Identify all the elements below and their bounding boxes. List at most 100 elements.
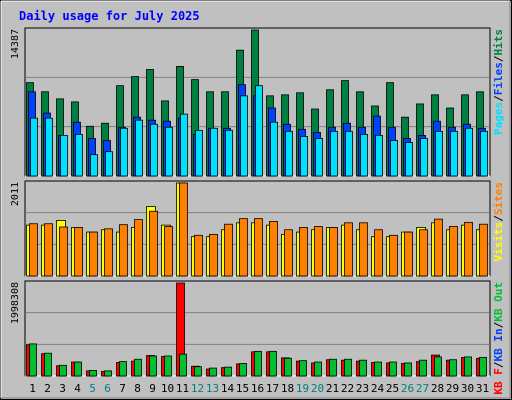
x-tick-label-day-10: 10 xyxy=(161,382,174,395)
x-tick-label-day-11: 11 xyxy=(176,382,189,395)
bar-kb-out-day-16 xyxy=(254,350,262,377)
bar-pages-day-1 xyxy=(30,117,38,177)
bar-pages-day-10 xyxy=(165,126,173,177)
bar-kb-out-day-24 xyxy=(374,361,382,377)
bar-pages-day-15 xyxy=(240,95,248,177)
bar-kb-out-day-27 xyxy=(419,359,427,377)
bar-kb-out-day-12 xyxy=(194,366,202,377)
bar-pages-day-2 xyxy=(45,117,53,177)
bar-kb-out-day-13 xyxy=(209,367,217,377)
bar-sites-day-23 xyxy=(359,222,368,277)
bar-pages-day-11 xyxy=(180,113,188,177)
bar-pages-day-25 xyxy=(390,140,398,177)
legend-hits-files-pages: Pages/Files/Hits xyxy=(492,29,505,135)
x-tick-label-day-31: 31 xyxy=(476,382,489,395)
x-tick-label-day-29: 29 xyxy=(446,382,459,395)
bar-pages-day-6 xyxy=(105,151,113,177)
panel-visits-sites: 2011 Visits/Sites xyxy=(10,180,505,277)
legend-entry: Pages xyxy=(492,102,505,135)
bar-pages-day-27 xyxy=(420,138,428,177)
bar-kb-out-day-18 xyxy=(284,357,292,377)
bar-kb-out-day-2 xyxy=(44,352,52,377)
x-tick-label-day-3: 3 xyxy=(59,382,66,395)
bar-pages-day-7 xyxy=(120,127,128,177)
bar-pages-day-29 xyxy=(450,130,458,177)
x-tick-label-day-12: 12 xyxy=(191,382,204,395)
bar-pages-day-12 xyxy=(195,129,203,177)
bar-sites-day-12 xyxy=(194,234,203,277)
bar-kb-out-day-8 xyxy=(134,358,142,377)
legend-entry: / xyxy=(492,55,505,62)
bar-sites-day-9 xyxy=(149,210,158,277)
bar-kb-out-day-30 xyxy=(464,356,472,377)
bar-pages-day-14 xyxy=(225,129,233,177)
bar-kb-out-day-22 xyxy=(344,358,352,377)
bar-pages-day-4 xyxy=(75,133,83,177)
series-kb-out xyxy=(29,343,487,377)
bar-kb-out-day-3 xyxy=(59,364,67,377)
y-axis-max-label: 1998308 xyxy=(10,282,21,324)
legend-entry: Files xyxy=(492,62,505,95)
x-tick-label-day-14: 14 xyxy=(221,382,235,395)
bar-pages-day-17 xyxy=(270,121,278,177)
bar-sites-day-16 xyxy=(254,218,263,277)
bar-sites-day-7 xyxy=(119,224,128,277)
x-tick-label-day-24: 24 xyxy=(371,382,385,395)
bar-kb-out-day-1 xyxy=(29,343,37,377)
bar-pages-day-26 xyxy=(405,142,413,177)
bar-pages-day-3 xyxy=(60,135,68,177)
bar-kb-out-day-9 xyxy=(149,355,157,377)
x-tick-label-day-15: 15 xyxy=(236,382,249,395)
bar-kb-out-day-28 xyxy=(434,356,442,377)
bar-kb-out-day-15 xyxy=(239,363,247,377)
legend-kb-in-out: KB F/KB In/KB Out xyxy=(492,282,505,395)
bar-pages-day-18 xyxy=(285,130,293,177)
bar-sites-day-15 xyxy=(239,218,248,277)
bar-pages-day-21 xyxy=(330,130,338,177)
bar-pages-day-30 xyxy=(465,127,473,177)
bar-sites-day-6 xyxy=(104,228,113,277)
x-tick-label-day-2: 2 xyxy=(44,382,51,395)
bar-kb-out-day-25 xyxy=(389,361,397,377)
x-tick-label-day-27: 27 xyxy=(416,382,429,395)
bar-sites-day-26 xyxy=(404,231,413,277)
legend-entry: / xyxy=(492,321,505,328)
legend-entry: KB F xyxy=(492,368,505,395)
legend-entry: KB In xyxy=(492,328,505,361)
bar-pages-day-19 xyxy=(300,136,308,177)
x-tick-label-day-23: 23 xyxy=(356,382,369,395)
bar-pages-day-13 xyxy=(210,127,218,177)
bar-pages-day-5 xyxy=(90,154,98,177)
bar-sites-day-2 xyxy=(44,223,53,277)
bar-sites-day-11 xyxy=(179,182,188,277)
bar-sites-day-30 xyxy=(464,221,473,277)
x-tick-label-day-8: 8 xyxy=(134,382,141,395)
chart-title: Daily usage for July 2025 xyxy=(19,9,200,23)
bar-sites-day-29 xyxy=(449,226,458,277)
x-tick-label-day-20: 20 xyxy=(311,382,324,395)
bar-kb-out-day-23 xyxy=(359,359,367,377)
x-tick-label-day-5: 5 xyxy=(89,382,96,395)
bar-pages-day-28 xyxy=(435,130,443,177)
x-tick-label-day-25: 25 xyxy=(386,382,399,395)
x-tick-label-day-19: 19 xyxy=(296,382,309,395)
series-pages xyxy=(30,85,488,177)
bar-kb-out-day-26 xyxy=(404,362,412,377)
bar-sites-day-28 xyxy=(434,218,443,277)
legend-entry: Hits xyxy=(492,29,505,56)
x-tick-label-day-21: 21 xyxy=(326,382,339,395)
bar-kb-out-day-29 xyxy=(449,359,457,377)
bar-kb-out-day-10 xyxy=(164,355,172,377)
bar-sites-day-4 xyxy=(74,227,83,277)
bar-kb-out-day-4 xyxy=(74,361,82,377)
bar-pages-day-8 xyxy=(135,119,143,177)
bar-sites-day-27 xyxy=(419,229,428,277)
bar-sites-day-13 xyxy=(209,233,218,277)
bar-sites-day-19 xyxy=(299,227,308,277)
bar-sites-day-25 xyxy=(389,234,398,277)
bar-sites-day-21 xyxy=(329,227,338,277)
x-tick-label-day-1: 1 xyxy=(29,382,36,395)
legend-entry: / xyxy=(492,215,505,222)
